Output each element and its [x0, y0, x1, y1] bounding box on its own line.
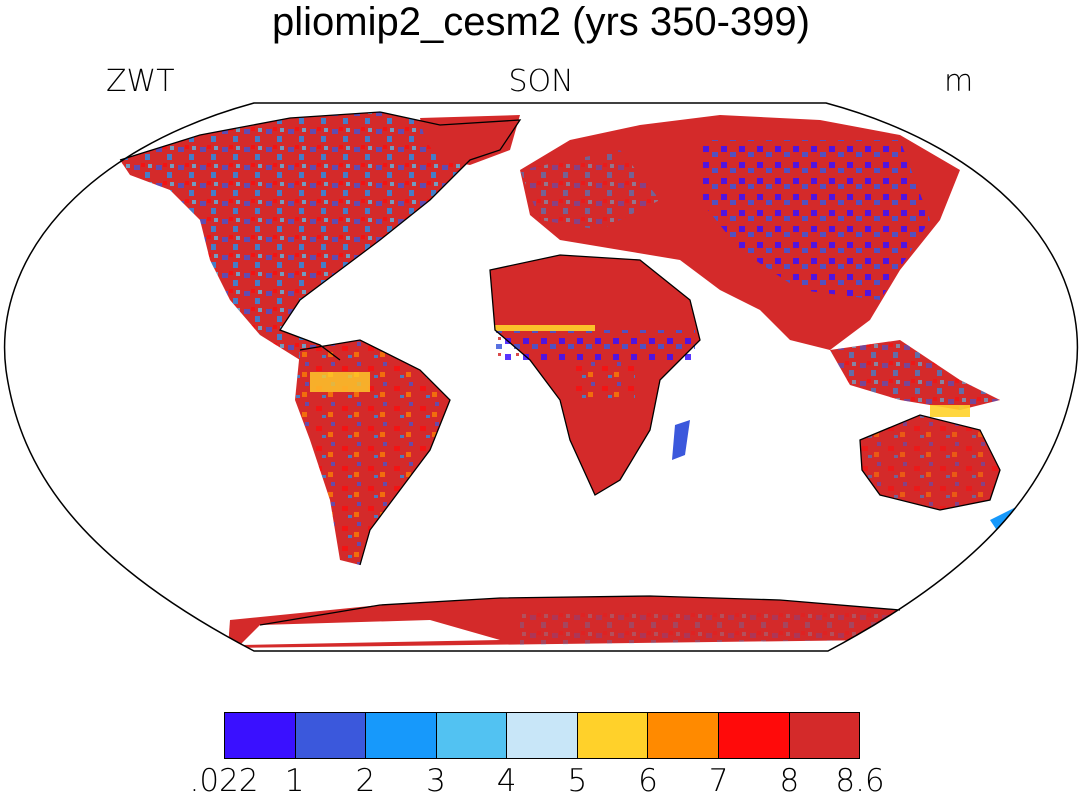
land-madagascar	[672, 420, 690, 460]
colorbar-box	[295, 713, 367, 758]
colorbar-label: 8.6	[835, 763, 885, 799]
colorbar-box	[225, 713, 296, 758]
world-map	[3, 102, 1079, 652]
coastlines	[119, 111, 1001, 626]
map-boundary	[3, 102, 1079, 652]
colorbar	[224, 712, 860, 759]
colorbar-box	[436, 713, 508, 758]
colorbar-box	[507, 713, 578, 758]
season-label: SON	[508, 64, 574, 99]
colorbar-label: 3	[426, 763, 446, 799]
colorbar-label: 4	[496, 763, 517, 799]
colorbar-box	[577, 713, 649, 758]
land-greenland	[420, 115, 520, 165]
colorbar-label: .022	[189, 763, 259, 799]
land-field	[120, 112, 1040, 648]
colorbar-box	[648, 713, 719, 758]
colorbar-box	[718, 713, 790, 758]
colorbar-label: 5	[567, 763, 588, 799]
units-label: m	[944, 64, 974, 99]
plot-title: pliomip2_cesm2 (yrs 350-399)	[271, 0, 810, 44]
variable-label: ZWT	[106, 64, 175, 99]
colorbar-box	[366, 713, 437, 758]
colorbar-label: 7	[708, 763, 729, 799]
colorbar-label: 8	[779, 763, 800, 799]
colorbar-label: 6	[638, 763, 658, 799]
colorbar-label: 2	[355, 763, 376, 799]
colorbar-box	[789, 713, 860, 758]
colorbar-label: 1	[284, 763, 305, 799]
